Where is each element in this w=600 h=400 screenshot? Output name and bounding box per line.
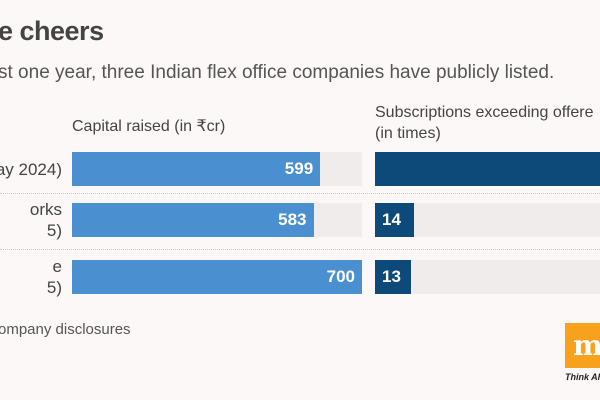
subscription-bar: [375, 260, 412, 294]
subscription-header-line-2: (in times): [375, 125, 441, 142]
subscription-column-header: Subscriptions exceeding offere (in times…: [375, 102, 594, 144]
brand-logo: m: [565, 323, 600, 368]
chart-title: e cheers: [0, 16, 104, 46]
capital-value-label: 599: [284, 159, 314, 178]
row-label: orks 5): [30, 199, 62, 241]
chart-subtitle: st one year, three Indian flex office co…: [0, 62, 555, 83]
brand-tagline: Think Ahe: [565, 372, 600, 382]
subscription-bar-track: 13: [375, 260, 600, 294]
row-separator: [0, 193, 600, 194]
subscription-bar-track: 14: [375, 203, 600, 237]
row-label-line: e: [52, 257, 62, 276]
capital-bar-track: 700: [72, 260, 362, 294]
row-separator: [0, 249, 600, 250]
row-label: ay 2024): [0, 159, 62, 180]
subscription-bar-track: [375, 152, 600, 186]
subscription-bar: [375, 203, 415, 237]
subscription-value-label: 14: [382, 210, 401, 229]
subscription-value-label: 13: [382, 267, 401, 286]
row-label-line: ay 2024): [0, 159, 62, 179]
capital-bar: [72, 260, 362, 294]
capital-value-label: 700: [326, 267, 355, 286]
row-label-line: 5): [46, 278, 62, 297]
capital-bar-track: 583: [72, 203, 362, 237]
capital-bar: [72, 203, 314, 237]
capital-bar-track: 599: [72, 152, 362, 186]
source-note: ompany disclosures: [0, 321, 131, 338]
subscription-header-line-1: Subscriptions exceeding offere: [375, 104, 594, 121]
subscription-bar: [375, 152, 600, 186]
row-label: e 5): [47, 256, 62, 298]
row-label-line: 5): [46, 221, 62, 240]
capital-value-label: 583: [278, 210, 307, 229]
capital-bar: [72, 152, 321, 186]
row-label-line: orks: [29, 200, 62, 219]
capital-column-header: Capital raised (in ₹cr): [72, 118, 226, 135]
